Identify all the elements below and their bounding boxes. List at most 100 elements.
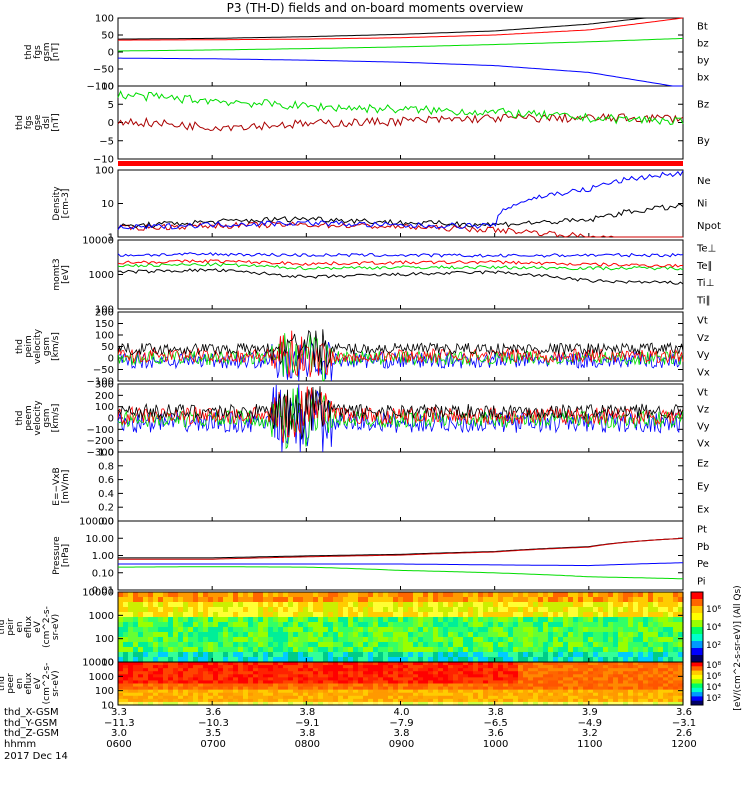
legend-peim-velocity-3: Vx <box>697 367 710 378</box>
legend-fgs-gsm-2: by <box>697 56 709 67</box>
footer-value: 0600 <box>106 738 132 750</box>
y-tick-label: 10000 <box>82 658 114 669</box>
colorbar-tick: 10⁶ <box>706 605 721 615</box>
y-tick-label: 0 <box>108 414 114 425</box>
panel-fgs-gsm: 100 50 0 −50 −100 thd fgs gsm [nT] Bt bz by bx <box>24 14 709 93</box>
y-tick-label: 50 <box>101 342 114 353</box>
y-axis-label: [km/s] <box>51 404 61 433</box>
y-tick-label: 1000 <box>89 270 114 281</box>
y-axis-label: peim <box>24 335 34 358</box>
colorbar-label: [eV/(cm^2-s-sr-eV)] (All Qs) <box>733 585 743 710</box>
panel-pressure: 100.00 10.00 1.00 0.10 0.01 Pressure [nPa] Pt Pb… <box>52 517 709 597</box>
y-axis-label: [eV] <box>61 265 71 284</box>
footer-value: 3.5 <box>205 728 222 739</box>
y-axis-label: thd <box>0 620 7 635</box>
y-axis-label: [nT] <box>51 43 61 61</box>
y-axis-label: velocity <box>33 400 43 436</box>
y-tick-label: 100 <box>95 14 114 25</box>
series-pressure-Pi <box>118 562 684 567</box>
legend-density-0: Ne <box>697 176 711 187</box>
panel-density: 100 10 1 Density [cm-3] Ne Ni Npot <box>52 166 721 244</box>
y-axis-label: eflux <box>24 615 34 638</box>
colorbar-segment <box>691 613 703 621</box>
colorbar-segment <box>691 627 703 635</box>
colorbar-segment <box>691 674 703 680</box>
series-temperature-Ti∥ <box>117 262 684 271</box>
y-tick-label: 200 <box>95 308 114 319</box>
y-axis-label: [mV/m] <box>61 470 71 504</box>
footer-label: thd_X-GSM <box>4 707 59 718</box>
colorbar-tick: 10⁴ <box>706 623 721 633</box>
footer-value: −11.3 <box>104 717 135 729</box>
y-axis-label: eV <box>33 677 43 690</box>
colorbar-segment <box>691 620 703 628</box>
footer-value: 1200 <box>671 738 697 750</box>
y-axis-label: momt3 <box>52 258 62 290</box>
legend-efield-1: Ey <box>697 482 709 493</box>
y-tick-label: 300 <box>95 380 114 391</box>
legend-peim-velocity-1: Vz <box>697 333 709 344</box>
y-tick-label: −100 <box>87 425 114 436</box>
y-tick-label: 100 <box>95 331 114 342</box>
y-axis-label: eflux <box>24 672 34 695</box>
footer-value: 0700 <box>200 738 226 750</box>
y-axis-label: thd <box>15 339 25 354</box>
legend-pressure-3: Pi <box>697 576 706 587</box>
y-axis-label: E=−VxB <box>52 467 62 505</box>
y-axis-label: thd <box>15 115 25 130</box>
y-axis-label: fgs <box>24 115 34 129</box>
legend-peem-velocity-2: Vy <box>697 422 710 433</box>
y-tick-label: −50 <box>93 365 114 376</box>
legend-temperature-0: Te⊥ <box>696 244 716 255</box>
y-tick-label: 0.6 <box>98 475 114 486</box>
legend-peim-velocity-2: Vy <box>697 350 710 361</box>
series-temperature-Ti⊥ <box>117 259 683 268</box>
colorbar-segment <box>691 648 703 656</box>
y-tick-label: 10000 <box>82 588 114 599</box>
peem-vt-trace <box>117 386 684 440</box>
colorbar-segment <box>691 700 703 706</box>
footer-value: 3.6 <box>487 728 504 739</box>
peer-spectrogram-cells <box>118 662 684 706</box>
y-tick-label: 10 <box>101 701 114 712</box>
y-axis-label: peer <box>6 673 16 694</box>
legend-temperature-3: Ti∥ <box>696 295 711 306</box>
y-tick-label: 0.4 <box>98 489 114 500</box>
footer-value: −3.1 <box>671 717 697 729</box>
series-density-Ni <box>117 203 684 230</box>
series-density-Ne <box>117 221 683 238</box>
y-axis-label: sr-eV) <box>51 670 61 696</box>
y-tick-label: 0 <box>108 118 114 129</box>
y-tick-label: 0.0 <box>98 517 114 528</box>
colorbar-tick: 10⁶ <box>706 672 721 682</box>
series-temperature-Te∥ <box>117 268 684 285</box>
footer-value: −4.9 <box>577 717 602 729</box>
y-tick-label: 0.8 <box>98 461 114 472</box>
peir-spectrogram-cells <box>118 592 684 663</box>
panel-fgs-dsl: 10 5 0 −5 −10 thd fgs gse dsl [nT] Bz By <box>15 82 710 166</box>
panel-frame <box>117 17 684 87</box>
footer-value: 3.8 <box>393 728 410 739</box>
y-tick-label: 100.00 <box>79 517 114 528</box>
plot-title: P3 (TH-D) fields and on-board moments ov… <box>226 1 524 15</box>
legend-peem-velocity-3: Vx <box>697 439 710 450</box>
colorbar-segment <box>691 687 703 693</box>
legend-fgs-dsl-1: By <box>697 136 710 147</box>
y-axis-label: peem <box>24 405 34 431</box>
y-axis-label: velocity <box>33 328 43 364</box>
footer-value: 4.0 <box>393 707 410 718</box>
y-tick-label: −200 <box>87 436 114 447</box>
colorbar-tick: 10⁸ <box>706 661 721 671</box>
y-tick-label: 1000 <box>89 672 114 683</box>
panel-frame <box>117 451 684 522</box>
y-axis-label: [km/s] <box>51 332 61 361</box>
legend-fgs-dsl-0: Bz <box>697 99 709 110</box>
series-fgs-gsm-bx <box>118 57 683 87</box>
footer-value: 0800 <box>294 738 321 750</box>
footer-value: −6.5 <box>483 717 508 729</box>
footer-row-thd_y-gsm: thd_Y-GSM −11.3 −10.3 −9.1 −7.9 −6.5 −4.9 −3.1 <box>4 717 744 730</box>
footer-value: 1000 <box>482 738 509 750</box>
y-axis-label: sr-eV) <box>51 614 61 640</box>
footer-value: 3.6 <box>205 707 222 718</box>
